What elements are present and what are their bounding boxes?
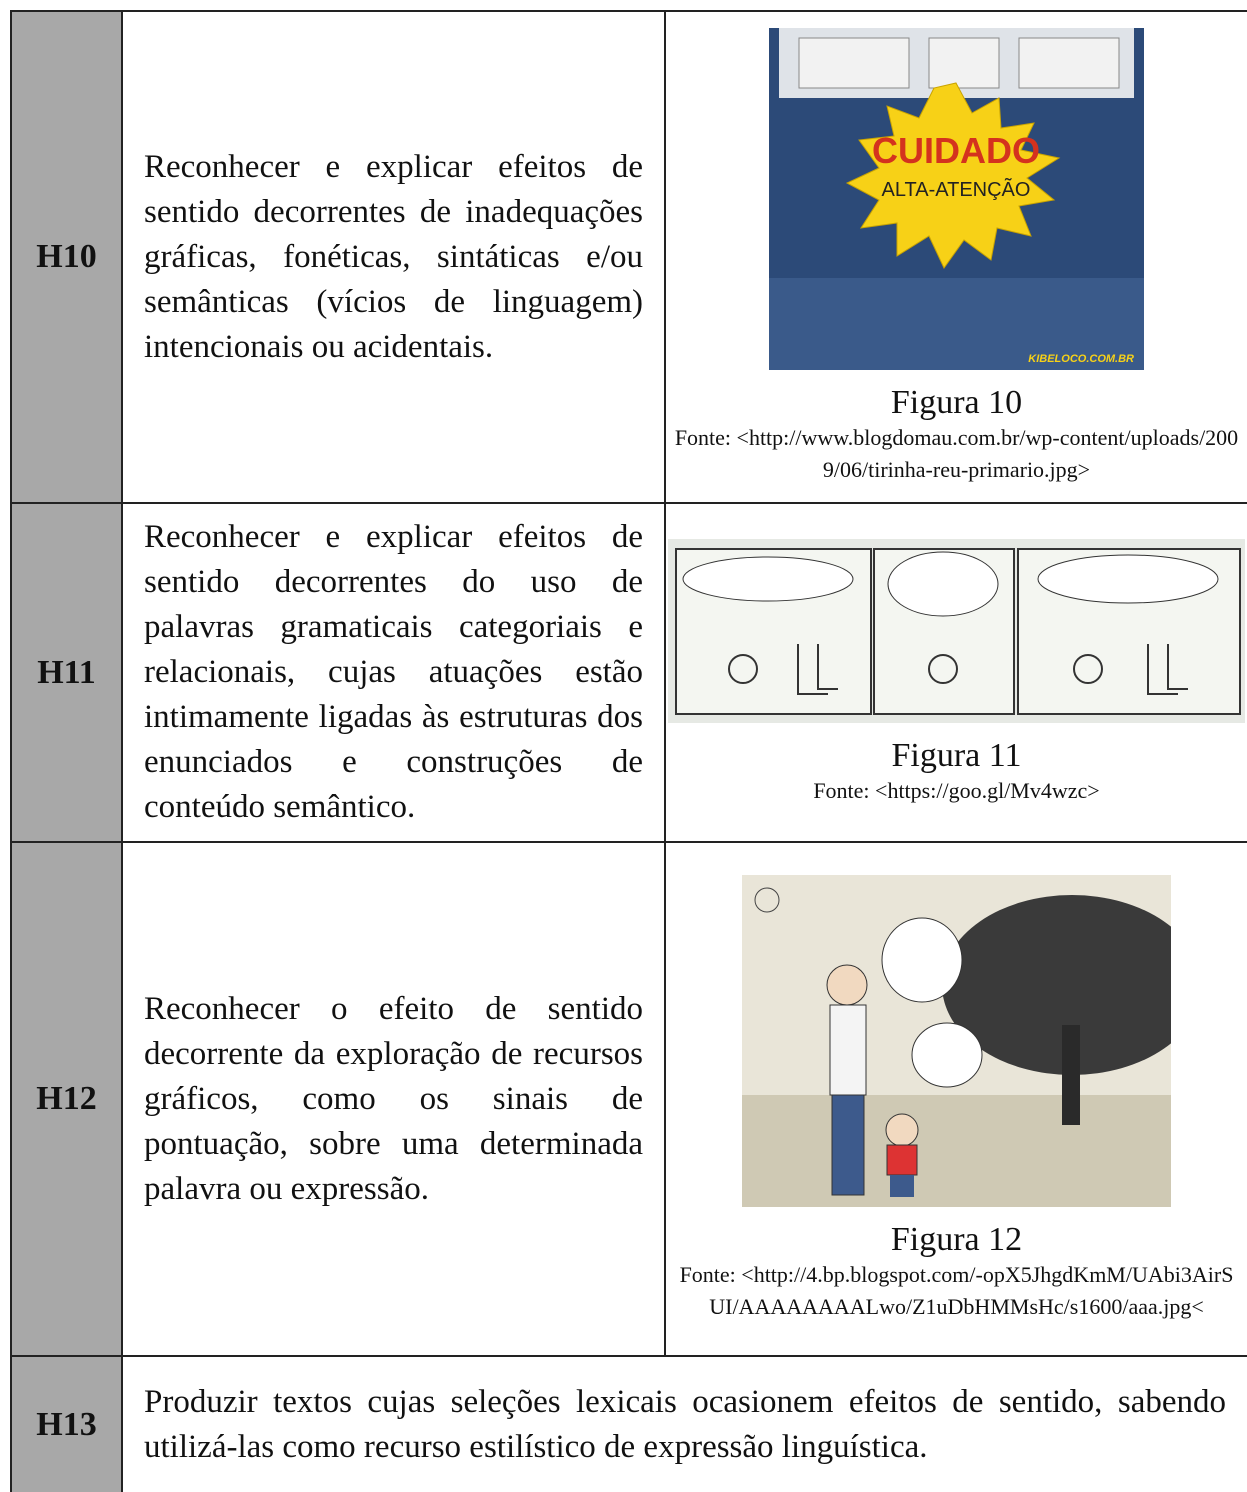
- row-code: H10: [10, 12, 123, 502]
- figure-caption: Figura 10: [890, 384, 1023, 421]
- border: [10, 841, 1247, 843]
- figure-cell: CUIDADO ALTA-ATENÇÃO KIBELOCO.COM.BR Fig…: [664, 12, 1247, 502]
- row-description: Produzir textos cujas seleções lexicais …: [123, 1357, 1247, 1492]
- row-description: Reconhecer e explicar efeitos de sentido…: [123, 12, 664, 502]
- figure-caption: Figura 12: [890, 1221, 1023, 1258]
- figure-source: Fonte: <https://goo.gl/Mv4wzc>: [813, 777, 1100, 803]
- row-description: Reconhecer o efeito de sentido decorrent…: [123, 843, 664, 1355]
- figure-source: Fonte: <http://www.blogdomau.com.br/wp-c…: [674, 425, 1239, 482]
- figure-image: [742, 875, 1171, 1207]
- border: [10, 502, 1247, 504]
- figure-image: CUIDADO ALTA-ATENÇÃO KIBELOCO.COM.BR: [769, 28, 1144, 370]
- sign-text: CUIDADO: [872, 130, 1040, 171]
- sign-text: ALTA-ATENÇÃO: [882, 177, 1031, 201]
- border: [10, 1355, 1247, 1357]
- figure-cell: Figura 11 Fonte: <https://goo.gl/Mv4wzc>: [664, 504, 1247, 841]
- row-code: H11: [10, 504, 123, 841]
- figure-cell: Figura 12 Fonte: <http://4.bp.blogspot.c…: [664, 843, 1247, 1355]
- row-description: Reconhecer e explicar efeitos de sentido…: [123, 504, 664, 841]
- figure-caption: Figura 11: [891, 736, 1022, 774]
- figure-image: [668, 538, 1245, 723]
- description-text: Reconhecer e explicar efeitos de sentido…: [144, 148, 643, 365]
- description-text: Reconhecer e explicar efeitos de sentido…: [144, 519, 643, 825]
- description-text: Reconhecer o efeito de sentido decorrent…: [144, 990, 643, 1207]
- description-text: Produzir textos cujas seleções lexicais …: [144, 1383, 1226, 1465]
- row-code: H13: [10, 1357, 123, 1492]
- figure-source: Fonte: <http://4.bp.blogspot.com/-opX5Jh…: [679, 1262, 1234, 1319]
- border: [10, 10, 1247, 12]
- watermark: KIBELOCO.COM.BR: [1028, 353, 1134, 365]
- row-code: H12: [10, 843, 123, 1355]
